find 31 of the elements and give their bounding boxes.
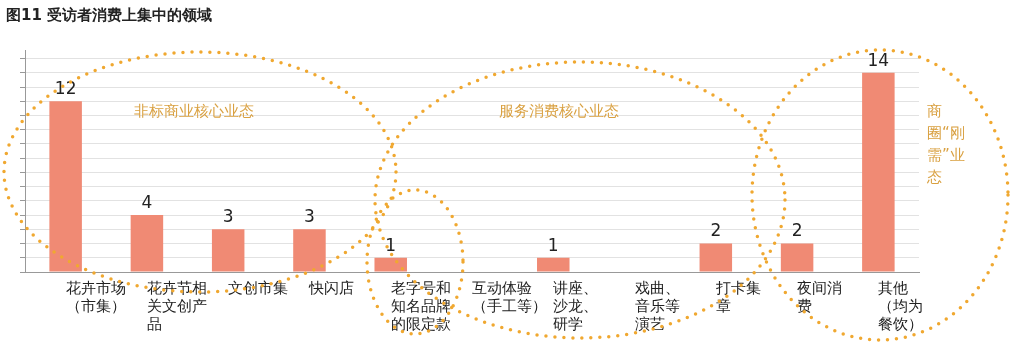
x-tick-label: 老字号和知名品牌的限定款 xyxy=(390,278,451,333)
x-tick-label: 花卉节相关文创产品 xyxy=(146,278,207,333)
bar xyxy=(130,215,164,272)
data-label: 2 xyxy=(791,220,803,241)
bar xyxy=(293,229,326,272)
data-label: 3 xyxy=(304,206,315,227)
data-label: 4 xyxy=(141,192,153,212)
bar xyxy=(211,229,245,272)
bar xyxy=(699,243,733,272)
x-tick-label: 戏曲、音乐等演艺 xyxy=(634,278,680,333)
data-label: 2 xyxy=(710,220,722,241)
x-tick-label: 讲座、沙龙、研学 xyxy=(553,278,599,333)
x-tick-label: 花卉市场（市集） xyxy=(65,278,126,315)
bar xyxy=(49,101,82,272)
data-label: 3 xyxy=(222,206,234,227)
data-label: 1 xyxy=(547,234,559,255)
bar xyxy=(780,243,814,272)
x-tick-label: 互动体验（手工等） xyxy=(472,278,547,315)
bar xyxy=(537,257,570,272)
x-tick-label: 夜间消费 xyxy=(797,278,843,315)
chart-title: 图11 受访者消费上集中的领域 xyxy=(6,6,213,25)
data-label: 14 xyxy=(867,49,890,70)
bar xyxy=(374,257,407,272)
text: 商圈“刚需”业态 xyxy=(927,101,966,189)
x-tick-label: 其他（均为餐饮） xyxy=(878,278,924,333)
bar xyxy=(862,72,895,272)
data-label: 1 xyxy=(385,234,397,255)
x-tick-label: 打卡集章 xyxy=(714,278,761,315)
x-tick-label: 快闪店 xyxy=(308,278,355,297)
annotation: 服务消费核心业态 xyxy=(498,101,621,123)
annotation: 非标商业核心业态 xyxy=(132,101,255,123)
